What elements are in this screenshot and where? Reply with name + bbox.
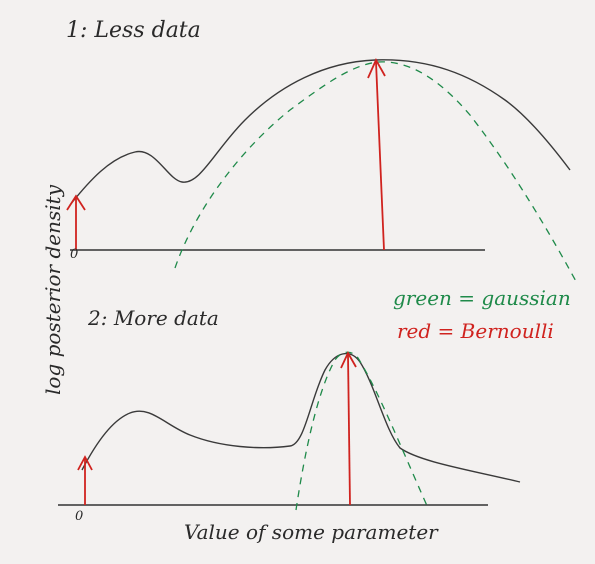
- panel2-zero-label: 0: [75, 509, 84, 524]
- legend-bernoulli: red = Bernoulli: [397, 319, 554, 343]
- panel2-arrow-peak: [340, 351, 357, 506]
- y-axis-label: log posterior density: [41, 185, 65, 396]
- panel2-arrow-left: [77, 455, 93, 505]
- panel1-posterior-curve: [69, 59, 571, 206]
- legend-gaussian: green = gaussian: [393, 286, 571, 310]
- panel2-posterior-curve: [81, 352, 521, 483]
- panel2-gaussian-curve: [295, 351, 429, 511]
- panel2-title: 2: More data: [88, 306, 219, 330]
- panel1-title: 1: Less data: [66, 18, 201, 43]
- panel1-arrow-left: [66, 194, 86, 250]
- panel1-gaussian-curve: [174, 61, 579, 286]
- panel1-zero-label: 0: [70, 247, 79, 262]
- panel1-arrow-peak: [367, 57, 386, 251]
- x-axis-label: Value of some parameter: [184, 520, 438, 544]
